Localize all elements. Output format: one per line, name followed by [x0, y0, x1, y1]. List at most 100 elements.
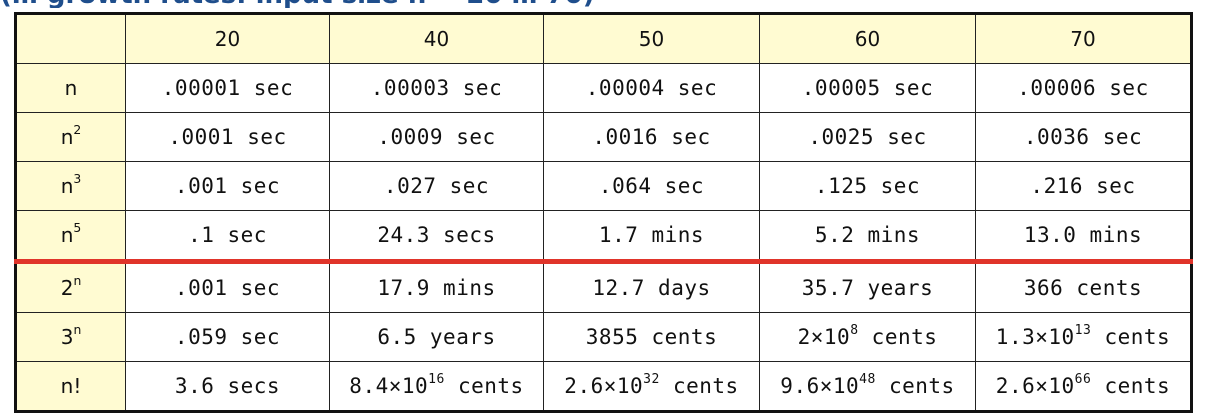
- table-cell: .064 sec: [543, 161, 760, 211]
- cell-unit: cents: [1091, 374, 1171, 398]
- table-cell: 1.7 mins: [543, 210, 760, 262]
- table-cell: .00006 sec: [975, 63, 1192, 113]
- column-header-40: 40: [329, 13, 544, 64]
- table-cell: .059 sec: [125, 312, 330, 362]
- cell-value: 13.0 mins: [1023, 223, 1143, 247]
- cell-value: .0016 sec: [592, 125, 711, 149]
- table-cell: 2.6×1066 cents: [975, 361, 1192, 412]
- table-cell: 3855 cents: [543, 312, 760, 362]
- table-cell: 6.5 years: [329, 312, 544, 362]
- cell-value: .00005 sec: [801, 76, 934, 100]
- table-row: 2n .001 sec 17.9 mins 12.7 days 35.7 years 36…: [15, 259, 1192, 313]
- table-cell: .001 sec: [125, 161, 330, 211]
- table-cell: 35.7 years: [759, 259, 976, 313]
- cell-unit: cents: [875, 374, 955, 398]
- cell-value: 8.4×10: [349, 374, 429, 398]
- table-cell: 17.9 mins: [329, 259, 544, 313]
- table-cell: .0025 sec: [759, 112, 976, 162]
- table-cell: 8.4×1016 cents: [329, 361, 544, 412]
- table-cell: .0001 sec: [125, 112, 330, 162]
- table-row: n2 .0001 sec .0009 sec .0016 sec .0025 sec .0…: [15, 112, 1192, 162]
- cell-value: .001 sec: [174, 174, 281, 198]
- table-cell: 12.7 days: [543, 259, 760, 313]
- column-header-60: 60: [759, 13, 976, 64]
- row-label-base: n: [60, 223, 74, 247]
- table-row: 3n .059 sec 6.5 years 3855 cents 2×108 cents…: [15, 312, 1192, 362]
- column-header-50: 50: [543, 13, 760, 64]
- cell-exponent: 48: [859, 372, 876, 388]
- row-label: n5: [15, 210, 126, 262]
- cell-exponent: 16: [428, 372, 445, 388]
- cell-value: .00004 sec: [585, 76, 718, 100]
- cell-value: 2.6×10: [564, 374, 644, 398]
- table-cell: .1 sec: [125, 210, 330, 262]
- row-label: n!: [15, 361, 126, 412]
- cell-unit: cents: [858, 325, 938, 349]
- table-cell: .001 sec: [125, 259, 330, 313]
- table-cell: 2.6×1032 cents: [543, 361, 760, 412]
- table-cell: .00004 sec: [543, 63, 760, 113]
- cell-value: 24.3 secs: [377, 223, 496, 247]
- cell-exponent: 66: [1074, 372, 1092, 388]
- table-cell: 2×108 cents: [759, 312, 976, 362]
- table-cell: 9.6×1048 cents: [759, 361, 976, 412]
- header-row: 20 40 50 60 70: [15, 13, 1192, 64]
- cell-value: 9.6×10: [780, 374, 860, 398]
- column-header-20: 20: [125, 13, 330, 64]
- cell-exponent: 8: [850, 323, 859, 339]
- cell-value: 5.2 mins: [814, 223, 921, 247]
- table-cell: 3.6 secs: [125, 361, 330, 412]
- row-label-base: n: [60, 125, 74, 149]
- cell-value: 1.7 mins: [598, 223, 705, 247]
- cell-value: 1.3×10: [995, 325, 1075, 349]
- row-label-exponent: n: [73, 273, 82, 289]
- cell-value: .216 sec: [1030, 174, 1136, 198]
- cell-unit: cents: [659, 374, 739, 398]
- cell-value: .0025 sec: [808, 125, 927, 149]
- cell-value: .0036 sec: [1023, 125, 1143, 149]
- row-label: n: [15, 63, 126, 113]
- cell-value: .00001 sec: [161, 76, 294, 100]
- row-label-base: n: [60, 174, 74, 198]
- table-cell: .0016 sec: [543, 112, 760, 162]
- table-cell: .00003 sec: [329, 63, 544, 113]
- cell-value: .1 sec: [188, 223, 267, 247]
- row-label-base: 3: [60, 325, 74, 349]
- row-label: 2n: [15, 259, 126, 313]
- table-cell: 366 cents: [975, 259, 1192, 313]
- table-row: n3 .001 sec .027 sec .064 sec .125 sec .216 s…: [15, 161, 1192, 211]
- page-title: (… growth rates: input size n = 20 … 70): [0, 0, 1206, 8]
- cell-value: 2.6×10: [995, 374, 1075, 398]
- cell-value: 3855 cents: [585, 325, 718, 349]
- cell-exponent: 13: [1074, 323, 1092, 339]
- cell-value: 6.5 years: [377, 325, 496, 349]
- table-cell: .027 sec: [329, 161, 544, 211]
- cell-value: .0001 sec: [168, 125, 287, 149]
- cell-value: 366 cents: [1023, 276, 1143, 300]
- row-label-exponent: n: [73, 322, 82, 338]
- table-cell: .125 sec: [759, 161, 976, 211]
- table-cell: .00005 sec: [759, 63, 976, 113]
- row-label-base: 2: [60, 276, 74, 300]
- cell-unit: cents: [444, 374, 524, 398]
- table-cell: 1.3×1013 cents: [975, 312, 1192, 362]
- table-cell: .0036 sec: [975, 112, 1192, 162]
- row-label-exponent: 2: [73, 122, 82, 138]
- cell-value: .0009 sec: [377, 125, 496, 149]
- cell-value: 35.7 years: [801, 276, 934, 300]
- table-row: n5 .1 sec 24.3 secs 1.7 mins 5.2 mins 13.0 mi…: [15, 210, 1192, 262]
- cell-value: 2×10: [797, 325, 851, 349]
- row-label: 3n: [15, 312, 126, 362]
- cell-value: 17.9 mins: [377, 276, 496, 300]
- cell-unit: cents: [1091, 325, 1171, 349]
- row-label-base: n: [64, 76, 78, 100]
- row-label-base: n!: [60, 374, 82, 398]
- cell-value: 3.6 secs: [174, 374, 281, 398]
- table-cell: 5.2 mins: [759, 210, 976, 262]
- cell-value: 12.7 days: [592, 276, 711, 300]
- cell-exponent: 32: [643, 372, 660, 388]
- cell-value: .027 sec: [383, 174, 490, 198]
- cell-value: .064 sec: [598, 174, 705, 198]
- table-cell: .216 sec: [975, 161, 1192, 211]
- row-label-exponent: 5: [73, 220, 82, 236]
